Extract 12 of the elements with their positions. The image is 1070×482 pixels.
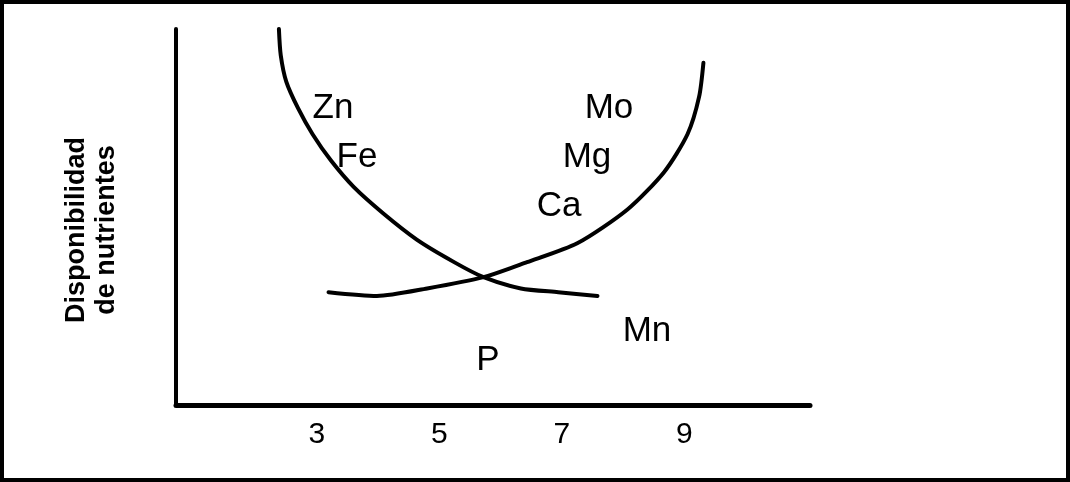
annotation: P xyxy=(476,337,500,377)
annotation: Zn xyxy=(312,85,354,125)
y-axis-title: Disponibilidad de nutrientes xyxy=(60,136,120,325)
annotation: Mg xyxy=(562,134,612,174)
x-tick-label: 9 xyxy=(676,415,693,449)
x-tick-label: 7 xyxy=(553,415,571,449)
annotation: Mo xyxy=(584,85,634,125)
annotation: Fe xyxy=(336,134,378,174)
annotation: Ca xyxy=(536,183,582,223)
x-tick-label: 5 xyxy=(431,415,448,449)
annotation: Mn xyxy=(622,308,672,348)
x-tick-label: 3 xyxy=(308,415,326,449)
